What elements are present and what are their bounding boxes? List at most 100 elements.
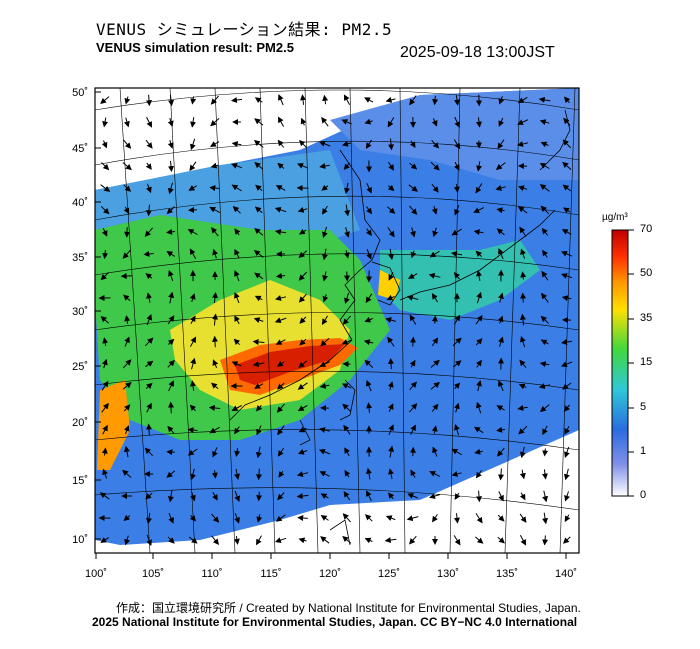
wind-vectors — [98, 94, 573, 547]
lat-label: 40˚ — [72, 197, 88, 209]
wind-arrow — [454, 205, 460, 216]
wind-arrow — [144, 447, 153, 457]
lon-label: 100˚ — [85, 568, 107, 580]
graticule — [95, 88, 579, 553]
wind-arrow — [473, 207, 485, 213]
wind-arrow — [453, 272, 460, 280]
wind-arrow — [342, 535, 352, 544]
wind-arrow — [254, 162, 264, 170]
lat-label: 20˚ — [72, 417, 88, 429]
wind-arrow — [123, 514, 131, 522]
wind-arrow — [366, 402, 373, 413]
wind-arrow — [120, 273, 133, 280]
wind-arrow — [100, 272, 110, 281]
wind-arrow — [409, 359, 416, 368]
wind-arrow — [388, 357, 394, 370]
wind-arrow — [122, 359, 132, 369]
wind-arrow — [298, 228, 307, 235]
wind-arrow — [366, 490, 372, 502]
wind-arrow — [341, 383, 352, 389]
wind-arrow — [277, 492, 285, 501]
wind-arrow — [319, 471, 330, 477]
wind-arrow — [300, 94, 306, 105]
pm25-field-north — [330, 88, 579, 180]
wind-arrow — [388, 445, 395, 458]
wind-arrow — [256, 535, 262, 546]
wind-arrow — [322, 205, 328, 215]
wind-arrow — [410, 469, 417, 478]
wind-arrow — [144, 227, 153, 237]
wind-arrow — [167, 117, 174, 127]
wind-arrow — [539, 162, 550, 169]
wind-arrow — [190, 380, 196, 391]
wind-arrow — [231, 97, 243, 103]
wind-arrow — [167, 182, 174, 195]
forecast-datetime: 2025-09-18 13:00JST — [400, 44, 555, 61]
wind-arrow — [453, 139, 461, 150]
wind-arrow — [144, 337, 154, 347]
credit-line-1: 作成：国立環境研究所 / Created by National Institu… — [116, 601, 581, 615]
wind-arrow — [388, 161, 395, 171]
wind-arrow — [256, 514, 263, 523]
wind-arrow — [453, 382, 461, 390]
wind-arrow — [563, 468, 570, 481]
wind-arrow — [343, 250, 350, 259]
wind-arrow — [254, 227, 264, 236]
wind-arrow — [212, 248, 219, 259]
wind-arrow — [255, 404, 263, 412]
pm25-field-indochina — [97, 380, 130, 470]
wind-arrow — [364, 359, 374, 368]
wind-arrow — [234, 426, 240, 435]
wind-arrow — [475, 250, 483, 258]
wind-arrow — [476, 490, 483, 503]
wind-arrow — [189, 161, 197, 172]
wind-arrow — [344, 469, 351, 478]
wind-arrow — [561, 339, 573, 345]
wind-arrow — [386, 294, 395, 301]
wind-arrow — [520, 248, 526, 259]
wind-arrow — [364, 537, 373, 544]
wind-arrow — [190, 96, 197, 105]
wind-arrow — [187, 427, 198, 434]
wind-arrow — [497, 468, 504, 481]
wind-arrow — [540, 205, 550, 215]
wind-arrow — [453, 184, 460, 193]
wind-arrow — [212, 359, 219, 368]
wind-arrow — [518, 185, 528, 192]
coastlines — [229, 109, 571, 546]
wind-arrow — [322, 271, 329, 282]
wind-arrow — [321, 184, 329, 191]
wind-arrow — [275, 339, 286, 345]
wind-arrow — [341, 119, 352, 125]
wind-arrow — [517, 405, 528, 411]
wind-arrow — [498, 96, 505, 105]
colorbar-tick-label: 35 — [640, 312, 653, 324]
wind-arrow — [211, 227, 219, 237]
wind-arrow — [231, 163, 243, 169]
wind-arrow — [255, 468, 262, 481]
wind-arrow — [319, 361, 330, 367]
wind-arrow — [168, 270, 174, 282]
wind-arrow — [432, 446, 438, 457]
wind-arrow — [430, 381, 440, 390]
wind-arrow — [254, 97, 263, 104]
wind-arrow — [517, 96, 528, 104]
wind-arrow — [123, 294, 131, 302]
wind-arrow — [429, 493, 441, 499]
wind-arrow — [188, 536, 198, 544]
wind-arrow — [143, 250, 154, 257]
lat-label: 35˚ — [72, 252, 88, 264]
wind-arrow — [454, 95, 460, 106]
wind-arrow — [210, 95, 219, 105]
wind-arrow — [561, 229, 572, 235]
wind-arrow — [364, 97, 374, 103]
wind-arrow — [497, 536, 505, 544]
wind-arrow — [189, 514, 197, 522]
wind-arrow — [519, 492, 526, 501]
wind-arrow — [540, 141, 549, 148]
wind-arrow — [496, 228, 505, 236]
wind-arrow — [474, 536, 484, 544]
wind-arrow — [101, 380, 109, 391]
wind-arrow — [297, 515, 308, 522]
wind-arrow — [432, 95, 439, 106]
